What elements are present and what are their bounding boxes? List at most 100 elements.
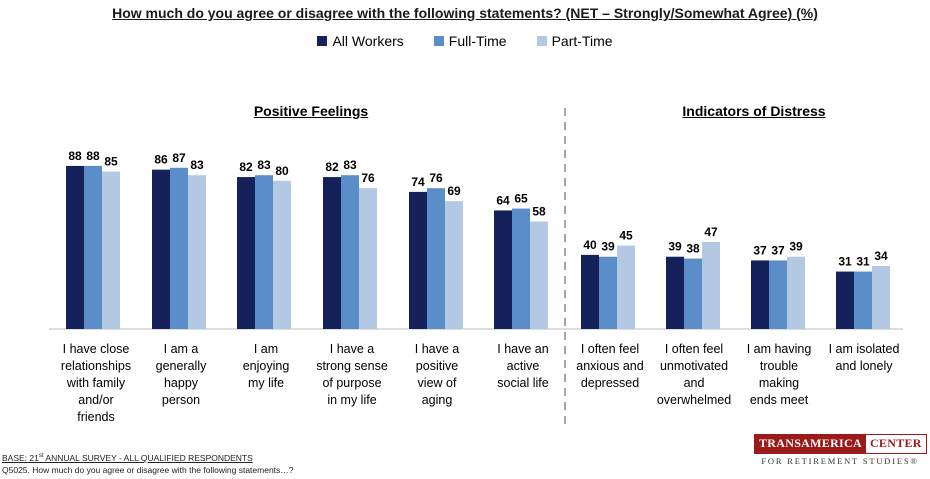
category-label: strong sense — [316, 359, 388, 373]
bar-all-workers-8 — [751, 260, 769, 329]
category-label: I am having — [747, 342, 812, 356]
legend-swatch-part-time — [536, 36, 547, 46]
bar-full-time-3 — [341, 175, 359, 329]
category-label: active — [507, 359, 540, 373]
transamerica-logo: TRANSAMERICA CENTER FOR RETIREMENT STUDI… — [754, 434, 927, 470]
data-label: 45 — [619, 229, 633, 243]
bar-full-time-7 — [684, 258, 702, 329]
category-label: and — [684, 376, 705, 390]
category-label: depressed — [581, 376, 639, 390]
footer-base-prefix: BASE: 21 — [2, 453, 39, 463]
data-label: 74 — [411, 175, 425, 189]
category-label: I have a — [415, 342, 460, 356]
section-title-positive-feelings: Positive Feelings — [253, 103, 369, 119]
category-label: I have a — [330, 342, 375, 356]
legend-item-full-time: Full-Time — [433, 33, 507, 49]
data-label: 31 — [856, 255, 870, 269]
section-title-indicators-of-distress: Indicators of Distress — [682, 103, 826, 119]
category-label: happy — [164, 376, 199, 390]
bar-all-workers-4 — [409, 191, 427, 329]
data-label: 85 — [104, 154, 118, 168]
data-label: 80 — [275, 164, 289, 178]
data-label: 86 — [154, 153, 168, 167]
data-label: 65 — [514, 192, 528, 206]
category-label: I often feel — [665, 342, 723, 356]
data-label: 83 — [343, 158, 357, 172]
bar-full-time-0 — [84, 165, 102, 329]
category-label: enjoying — [243, 359, 290, 373]
legend-label-part-time: Part-Time — [551, 33, 613, 49]
category-label: in my life — [327, 393, 376, 407]
bar-all-workers-5 — [494, 210, 512, 329]
category-label: with family — [66, 376, 126, 390]
data-label: 69 — [447, 184, 461, 198]
data-label: 87 — [172, 151, 186, 165]
logo-subtitle: FOR RETIREMENT STUDIES® — [761, 456, 919, 466]
logo-box: TRANSAMERICA CENTER — [754, 434, 927, 454]
data-label: 37 — [771, 243, 785, 257]
legend-item-all-workers: All Workers — [317, 33, 404, 49]
bar-full-time-8 — [769, 260, 787, 329]
category-label: I have close — [63, 342, 130, 356]
data-label: 88 — [86, 149, 100, 163]
data-label: 58 — [532, 205, 546, 219]
data-label: 64 — [496, 193, 510, 207]
data-label: 40 — [583, 238, 597, 252]
bar-all-workers-6 — [581, 254, 599, 329]
bar-part-time-0 — [102, 171, 120, 329]
data-label: 76 — [429, 171, 443, 185]
category-label: unmotivated — [660, 359, 728, 373]
footer-base-suffix: ANNUAL SURVEY - ALL QUALIFIED RESPONDENT… — [43, 453, 253, 463]
legend-label-full-time: Full-Time — [448, 33, 507, 49]
data-label: 47 — [704, 225, 718, 239]
data-label: 83 — [257, 158, 271, 172]
legend-item-part-time: Part-Time — [536, 33, 613, 49]
footer-base-sup: st — [38, 453, 44, 460]
bar-part-time-8 — [787, 256, 805, 329]
bar-all-workers-2 — [237, 177, 255, 329]
footer-question: Q5025. How much do you agree or disagree… — [2, 465, 294, 475]
data-label: 39 — [789, 240, 803, 254]
data-label: 31 — [838, 255, 852, 269]
bar-full-time-6 — [599, 256, 617, 329]
bar-full-time-9 — [854, 271, 872, 329]
category-label: I have an — [497, 342, 548, 356]
category-label: generally — [156, 359, 207, 373]
legend-swatch-all-workers — [317, 36, 328, 46]
category-label: I often feel — [581, 342, 639, 356]
data-label: 39 — [668, 240, 682, 254]
category-label: view of — [418, 376, 457, 390]
bar-part-time-9 — [872, 265, 890, 329]
bar-all-workers-0 — [66, 165, 84, 329]
logo-left-text: TRANSAMERICA — [755, 435, 866, 453]
legend: All Workers Full-Time Part-Time — [0, 33, 930, 49]
data-label: 38 — [686, 242, 700, 256]
chart-title: How much do you agree or disagree with t… — [112, 5, 818, 21]
bar-full-time-5 — [512, 208, 530, 329]
category-label: and lonely — [836, 359, 894, 373]
category-label: ends meet — [750, 393, 809, 407]
category-label: relationships — [61, 359, 131, 373]
data-label: 39 — [601, 240, 615, 254]
category-label: person — [162, 393, 200, 407]
data-label: 34 — [874, 249, 888, 263]
category-label: anxious and — [576, 359, 643, 373]
category-label: trouble — [760, 359, 798, 373]
category-label: my life — [248, 376, 284, 390]
footer-base: BASE: 21st ANNUAL SURVEY - ALL QUALIFIED… — [2, 453, 253, 463]
bar-all-workers-1 — [152, 169, 170, 329]
legend-swatch-full-time — [433, 36, 444, 46]
bar-part-time-1 — [188, 175, 206, 329]
data-label: 83 — [190, 158, 204, 172]
bar-all-workers-9 — [836, 271, 854, 329]
bar-part-time-5 — [530, 221, 548, 329]
data-label: 88 — [68, 149, 82, 163]
bar-part-time-6 — [617, 245, 635, 329]
data-label: 82 — [239, 160, 253, 174]
data-label: 76 — [361, 171, 375, 185]
category-label: I am isolated — [829, 342, 900, 356]
category-label: I am — [254, 342, 278, 356]
bar-full-time-2 — [255, 175, 273, 329]
bar-full-time-4 — [427, 188, 445, 329]
